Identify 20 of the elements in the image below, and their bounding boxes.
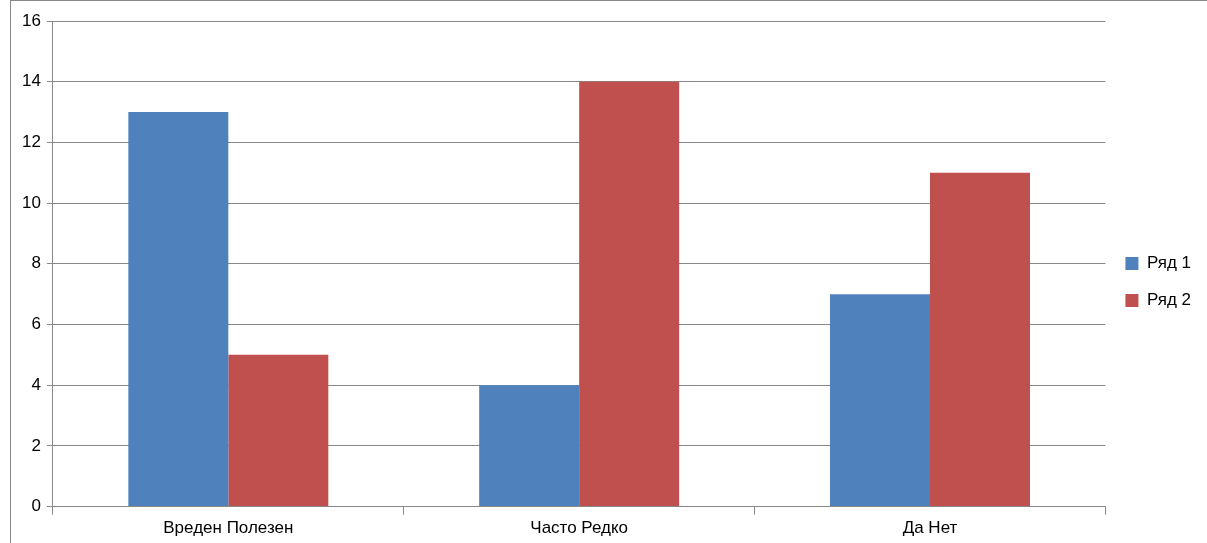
bar: [128, 112, 229, 507]
y-tick-label: 6: [31, 314, 41, 334]
bar: [479, 385, 580, 507]
bar: [228, 354, 329, 507]
y-tick-label: 16: [21, 10, 41, 30]
y-tick-label: 12: [21, 132, 41, 152]
y-tick-label: 14: [21, 71, 41, 91]
y-tick-label: 2: [31, 435, 41, 455]
x-tick-label: Часто Редко: [530, 518, 629, 538]
x-tick-label: Вреден Полезен: [163, 518, 294, 538]
bar: [579, 81, 680, 507]
bar: [930, 172, 1030, 507]
y-tick-label: 8: [31, 253, 41, 273]
y-tick-label: 0: [31, 496, 41, 516]
legend-label: Ряд 2: [1146, 290, 1191, 310]
y-tick-label: 4: [31, 374, 41, 394]
bar: [830, 294, 930, 507]
y-tick-label: 10: [21, 192, 41, 212]
legend-label: Ряд 1: [1146, 253, 1191, 273]
x-tick-label: Да Нет: [902, 518, 958, 538]
